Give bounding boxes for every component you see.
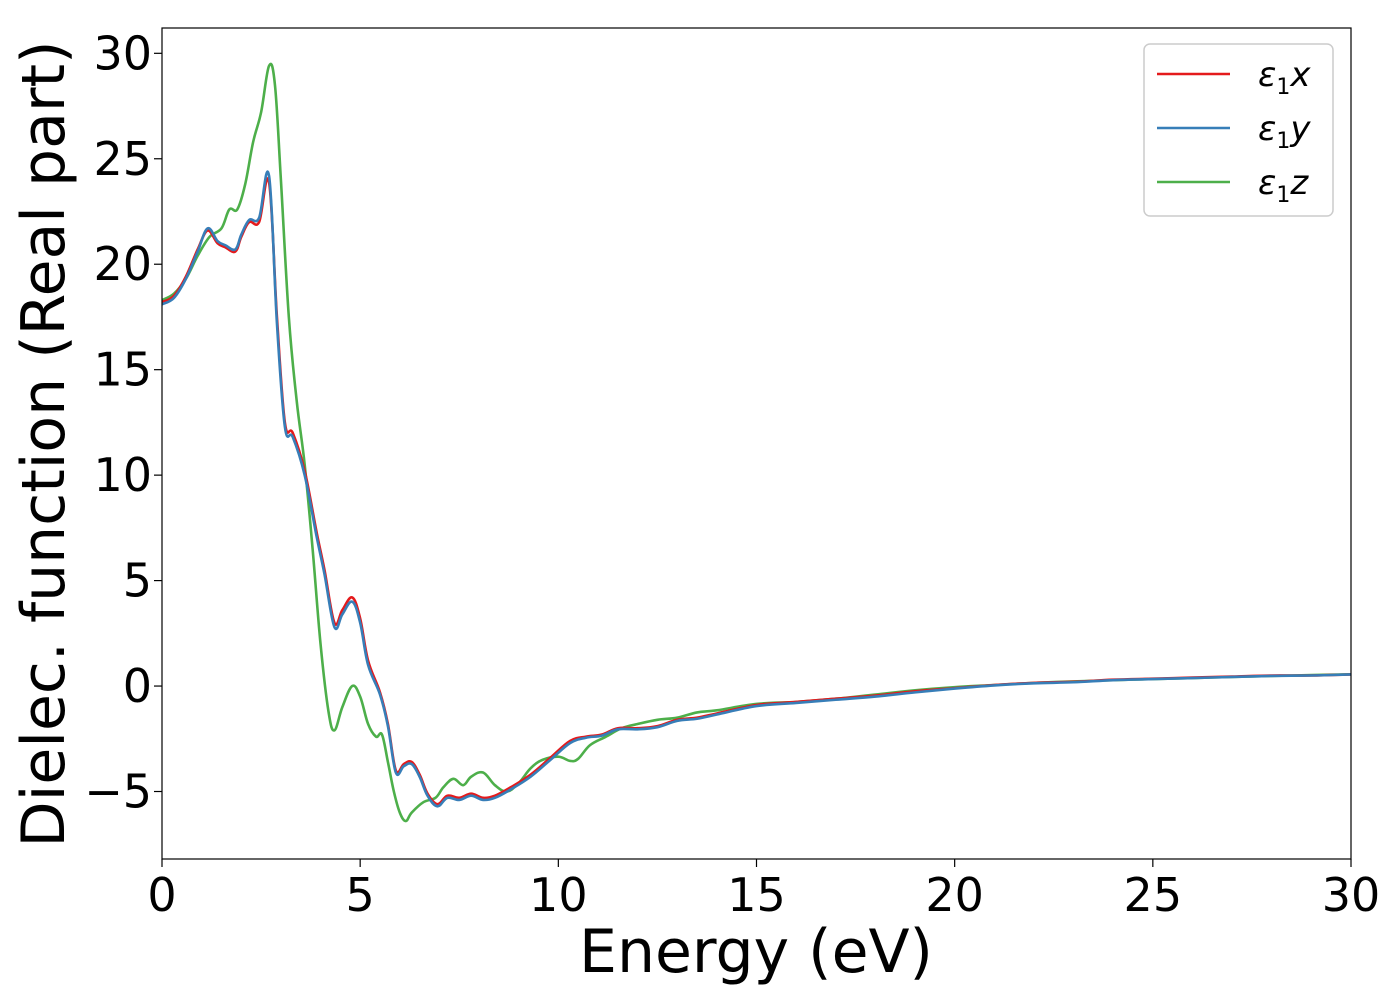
legend-variable: x — [1289, 55, 1311, 95]
y-tick-label: 25 — [93, 132, 152, 186]
legend-subscript: 1 — [1276, 183, 1290, 208]
y-tick-label: 0 — [123, 659, 152, 713]
legend-subscript: 1 — [1276, 75, 1290, 100]
x-tick-label: 15 — [727, 868, 786, 922]
legend-epsilon: ε — [1258, 55, 1276, 95]
legend-label: ε1x — [1258, 55, 1311, 100]
x-tick-label: 25 — [1124, 868, 1183, 922]
legend-subscript: 1 — [1276, 129, 1290, 154]
x-tick-label: 30 — [1322, 868, 1381, 922]
legend-label: ε1z — [1258, 163, 1309, 208]
series-lines — [162, 62, 1351, 823]
x-tick-label: 10 — [529, 868, 588, 922]
x-tick-label: 20 — [925, 868, 984, 922]
y-tick-label: 10 — [93, 448, 152, 502]
legend-variable: y — [1289, 109, 1311, 149]
legend-epsilon: ε — [1258, 163, 1276, 203]
y-axis: −5 0 5 10 15 20 25 30 — [84, 26, 162, 819]
y-tick-label: 15 — [93, 343, 152, 397]
legend-box — [1143, 43, 1334, 217]
x-tick-label: 5 — [346, 868, 375, 922]
y-tick-label: 30 — [93, 26, 152, 80]
y-tick-label: −5 — [84, 765, 152, 819]
legend-label: ε1y — [1258, 109, 1311, 154]
y-tick-label: 20 — [93, 237, 152, 291]
y-tick-label: 5 — [123, 554, 152, 608]
series-line-e1y — [162, 170, 1351, 808]
y-axis-title: Dielec. function (Real part) — [9, 41, 79, 848]
legend-epsilon: ε — [1258, 109, 1276, 149]
x-axis-title: Energy (eV) — [579, 917, 933, 987]
x-tick-label: 0 — [147, 868, 176, 922]
legend-variable: z — [1289, 163, 1309, 203]
x-axis: 0 5 10 15 20 25 30 — [147, 859, 1380, 922]
